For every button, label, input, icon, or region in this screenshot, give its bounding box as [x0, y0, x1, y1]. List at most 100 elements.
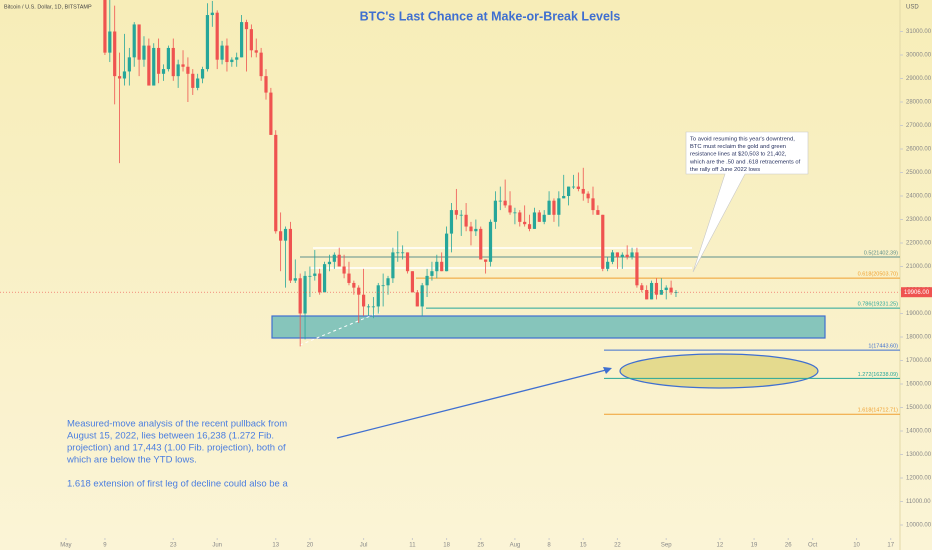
y-tick-label: 28000.00	[906, 100, 932, 106]
candle-body	[235, 57, 239, 60]
candle-body	[576, 186, 580, 189]
fib-level-label: 1.618(14712.71)	[858, 408, 899, 414]
y-tick-label: 15000.00	[906, 405, 932, 411]
candle-body	[440, 261, 444, 272]
note-text: projection) and 17,443 (1.00 Fib. projec…	[67, 443, 286, 454]
candle-body	[620, 254, 624, 258]
candle-body	[210, 12, 214, 16]
candle-body	[264, 76, 268, 93]
arrow	[336, 369, 607, 439]
y-tick-label: 13000.00	[906, 452, 932, 458]
candle-body	[567, 186, 571, 196]
x-tick-label: 23	[170, 543, 177, 549]
y-tick-label: 11000.00	[906, 499, 931, 505]
candle-body	[332, 254, 336, 262]
candle-body	[313, 273, 317, 276]
fib-level-label: 0.5(21402.39)	[864, 250, 898, 256]
candle-body	[186, 66, 190, 74]
candle-body	[376, 285, 380, 307]
y-tick-label: 29000.00	[906, 76, 932, 82]
candle-body	[469, 226, 473, 232]
x-tick-label: 8	[547, 543, 551, 549]
drawings	[271, 247, 826, 439]
y-tick-label: 25000.00	[906, 170, 932, 176]
callout-text: which are the .50 and .618 retracements …	[689, 159, 801, 165]
x-tick-label: 25	[477, 543, 484, 549]
x-tick-label: 9	[103, 543, 107, 549]
candle-body	[479, 228, 483, 260]
x-tick-label: 10	[853, 543, 860, 549]
callout-text: BTC must reclaim the gold and green	[690, 144, 786, 150]
candle-body	[308, 275, 312, 277]
candle-body	[327, 261, 332, 265]
candle-body	[596, 210, 600, 215]
candle-body	[103, 0, 107, 53]
y-tick-label: 22000.00	[906, 241, 932, 247]
note-text: August 15, 2022, lies between 16,238 (1.…	[67, 431, 274, 442]
candle-body	[352, 282, 356, 288]
candle-body	[157, 47, 161, 74]
candle-body	[122, 71, 127, 79]
candle-body	[449, 210, 454, 234]
candle-body	[610, 252, 615, 262]
candle-body	[142, 45, 146, 60]
candle-body	[405, 252, 410, 272]
candle-body	[557, 198, 561, 215]
candle-body	[425, 275, 429, 286]
candle-body	[474, 228, 478, 232]
candle-body	[659, 289, 663, 295]
candle-body	[205, 15, 210, 70]
y-tick-label: 10000.00	[906, 523, 932, 529]
candle-body	[127, 57, 131, 72]
candle-body	[586, 193, 590, 199]
candle-body	[254, 50, 258, 53]
candle-body	[215, 12, 219, 60]
candle-body	[342, 266, 346, 274]
currency-label: USD	[906, 5, 919, 11]
trend-line	[299, 311, 381, 346]
y-tick-label: 24000.00	[906, 194, 932, 200]
candle-body	[615, 252, 620, 258]
candle-body	[435, 261, 439, 272]
fib-level-label: 1.272(16238.09)	[858, 372, 899, 378]
candle-body	[244, 22, 249, 30]
candle-body	[191, 73, 195, 88]
x-tick-label: 18	[443, 543, 450, 549]
candle-body	[459, 214, 463, 216]
candle-body	[645, 289, 649, 300]
y-tick-label: 16000.00	[906, 382, 932, 388]
candle-body	[581, 188, 585, 194]
candle-body	[654, 282, 659, 295]
last-price-label: 19906.00	[904, 290, 930, 296]
candle-body	[523, 221, 527, 225]
candle-body	[488, 221, 493, 262]
candle-body	[381, 285, 385, 287]
candle-body	[357, 287, 361, 295]
y-tick-label: 18000.00	[906, 335, 932, 341]
candle-body	[664, 287, 668, 290]
annotations: Measured-move analysis of the recent pul…	[66, 137, 801, 490]
candle-body	[464, 214, 468, 227]
x-tick-label: 26	[785, 543, 792, 549]
target-ellipse	[619, 353, 819, 389]
callout-text: To avoid resuming this year's downtrend,	[690, 137, 795, 143]
candle-body	[498, 200, 502, 202]
candle-body	[532, 212, 537, 229]
candle-body	[391, 252, 395, 279]
candle-body	[249, 29, 253, 51]
symbol-header: Bitcoin / U.S. Dollar, 1D, BITSTAMP	[4, 4, 92, 10]
y-tick-label: 30000.00	[906, 53, 932, 59]
x-tick-label: Sep	[661, 543, 672, 549]
callout-text: the rally off June 2022 lows	[690, 167, 760, 173]
candle-body	[303, 275, 307, 314]
candle-body	[493, 200, 497, 222]
y-tick-label: 26000.00	[906, 147, 932, 153]
candle-body	[371, 306, 375, 308]
x-tick-label: 12	[717, 543, 724, 549]
candle-body	[601, 214, 605, 269]
candle-body	[318, 273, 322, 293]
x-tick-label: 22	[614, 543, 621, 549]
candle-body	[552, 200, 556, 215]
chart-title: BTC's Last Chance at Make-or-Break Level…	[360, 9, 621, 23]
